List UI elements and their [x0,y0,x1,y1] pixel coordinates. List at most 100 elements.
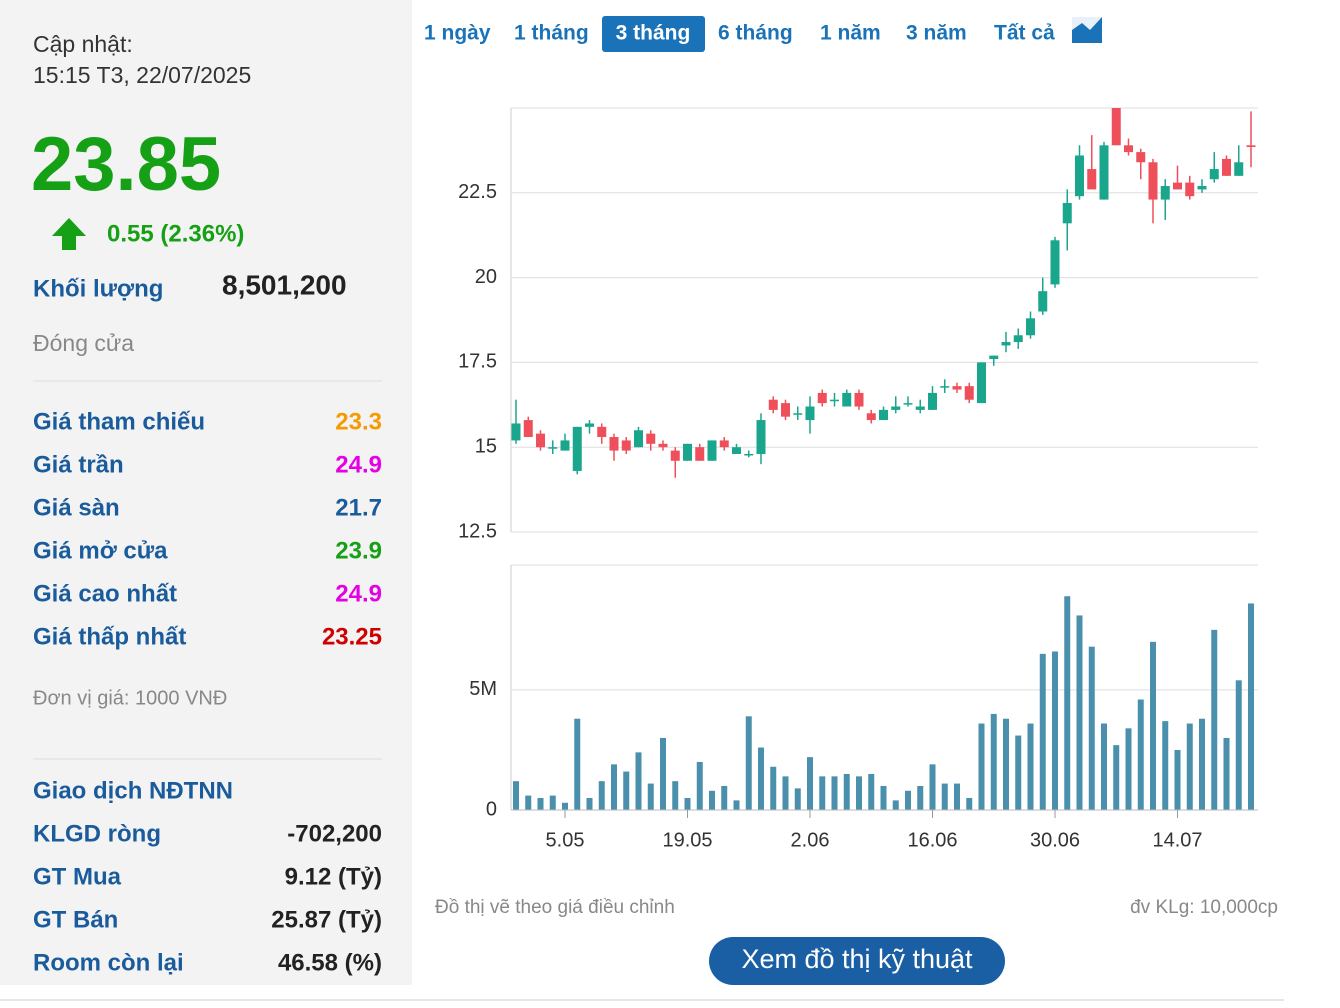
candle-body [1173,182,1182,190]
tab[interactable]: 1 tháng [514,22,589,45]
candle-body [1124,145,1133,153]
candle-body [940,386,950,388]
volume-bar [562,802,568,810]
candle-body [1148,162,1158,200]
volume-label: Khối lượng [33,275,163,302]
candle-body [1038,291,1048,312]
volume-bar [709,790,715,810]
candle-body [1209,169,1219,180]
tech-chart-button[interactable] [709,937,1005,985]
x-tick-label: 19.05 [662,829,712,851]
volume-bar [647,783,654,810]
foreign-label: KLGD ròng [33,820,161,847]
candle-body [768,399,778,410]
up-arrow [52,218,86,250]
volume-bar [1137,699,1144,810]
candle-body [707,440,717,461]
y-tick-label: 22.5 [458,181,497,203]
price-value: 24.9 [335,580,382,607]
volume-bar [831,776,838,810]
tech-chart-button-label[interactable]: Xem đồ thị kỹ thuật [741,944,973,974]
volume-bar [880,785,887,810]
tab[interactable]: 1 năm [820,22,881,45]
volume-bar [1003,718,1009,810]
tab[interactable]: 6 tháng [718,22,793,45]
volume-bar [745,716,752,810]
candle-body [670,450,680,461]
candle-body [1234,162,1244,176]
foreign-value: 9.12 (Tỷ) [285,863,382,890]
price-value: 24.9 [335,451,382,478]
volume-bar [1211,629,1218,810]
foreign-label: GT Bán [33,906,118,933]
volume-bar [513,781,519,810]
candle-body [1111,108,1121,146]
volume-bar [954,783,960,810]
candle-body [732,447,741,454]
candle-body [597,426,607,438]
volume-bar [1235,680,1242,810]
volume-bar [794,788,801,810]
price-value: 23.25 [322,623,382,650]
candle-body [1050,240,1060,285]
candle-body [609,437,619,451]
y-tick-label: 17.5 [458,351,497,373]
tab[interactable]: 3 tháng [616,22,691,45]
candle-body [523,420,533,438]
candle-body [879,409,888,421]
tab[interactable]: 1 ngày [424,22,491,45]
candle-body [781,403,790,417]
price-value: 23.9 [335,537,382,564]
price: 23.85 [31,122,221,207]
volume-bar [1027,723,1034,810]
volume-bar [978,723,985,810]
candle-body [536,433,545,448]
volume-unit: đv KLg: 10,000cp [1130,897,1278,918]
volume-bar [598,781,605,810]
volume-bar [1199,718,1205,810]
volume-bar [1125,728,1132,810]
candle-body [915,406,925,410]
tab[interactable]: Tất cả [994,22,1055,45]
candle-body [1197,186,1207,190]
price-list: Giá tham chiếu 23.3 Giá trần 24.9 Giá sàn 21.… [33,408,382,650]
candle-body [585,423,594,427]
volume-bar [611,764,617,810]
x-tick-label: 5.05 [546,829,585,851]
candle-body [1136,152,1146,163]
volume-bar [1113,745,1120,810]
tab-active-bg[interactable] [602,16,705,52]
volume-bar [892,800,899,810]
candle-body [1222,158,1231,176]
volume: 8,501,200 [222,269,347,300]
price-label: Giá tham chiếu [33,408,205,435]
volume-bar [1248,603,1254,810]
status: Đóng cửa [33,330,134,356]
foreign-label: GT Mua [33,863,122,890]
foreign-value: 25.87 (Tỷ) [271,906,382,933]
volume-bar [819,776,826,810]
foreign-value: -702,200 [287,820,382,847]
candle-body [634,430,643,448]
volume-bar [574,718,581,810]
volume-bar [1064,596,1071,810]
volume-bar [672,781,679,810]
price-label: Giá sàn [33,494,120,521]
candle-body [854,392,864,407]
volume-bar [843,773,850,810]
candle-body [646,433,656,444]
volume-bar [1101,723,1107,810]
volume-bar [586,797,593,810]
price-value: 23.3 [335,408,382,435]
volume-bar [941,783,948,810]
y-tick-label: 15 [475,435,497,457]
volume-bar [758,747,764,810]
tab[interactable]: 3 năm [906,22,967,45]
y-tick-label: 5M [469,678,497,700]
volume-bar [623,771,630,810]
volume-bar [770,766,777,810]
y-tick-label: 0 [486,798,497,820]
updated-time: 15:15 T3, 22/07/2025 [33,62,251,88]
price-label: Giá cao nhất [33,580,177,607]
